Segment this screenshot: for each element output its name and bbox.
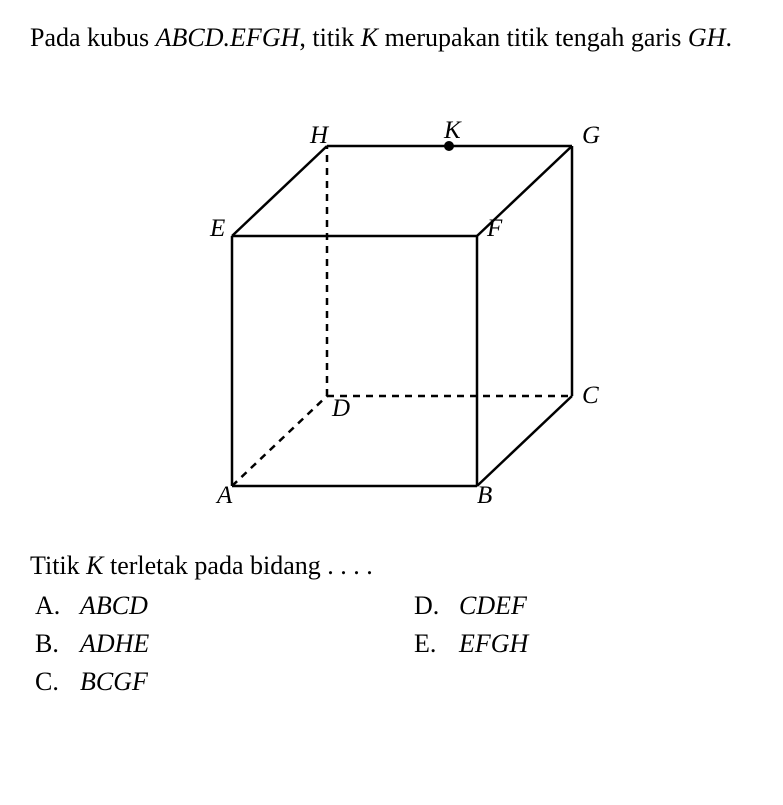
option-letter: E. <box>414 629 459 659</box>
q-part-3: K <box>361 23 378 52</box>
option-item: A.ABCD <box>35 591 374 621</box>
option-letter: C. <box>35 667 80 697</box>
option-text: ADHE <box>80 629 149 659</box>
options-grid: A.ABCD D.CDEF B.ADHE E.EFGH C.BCGF <box>30 591 753 697</box>
question-text: Pada kubus ABCD.EFGH, titik K merupakan … <box>30 20 753 56</box>
q-part-2: , titik <box>299 23 360 52</box>
q-part-4: merupakan titik tengah garis <box>378 23 688 52</box>
prompt-part-0: Titik <box>30 551 86 580</box>
option-item: E.EFGH <box>414 629 753 659</box>
q-part-5: GH <box>688 23 726 52</box>
option-letter: A. <box>35 591 80 621</box>
q-part-0: Pada kubus <box>30 23 156 52</box>
option-text: BCGF <box>80 667 148 697</box>
option-text: EFGH <box>459 629 528 659</box>
svg-text:A: A <box>215 482 233 509</box>
svg-text:H: H <box>309 122 330 149</box>
prompt-part-1: K <box>86 551 103 580</box>
svg-text:C: C <box>582 382 599 409</box>
svg-text:D: D <box>331 395 350 422</box>
q-part-6: . <box>725 23 732 52</box>
svg-text:F: F <box>486 215 503 242</box>
svg-text:B: B <box>477 482 492 509</box>
svg-text:G: G <box>582 122 600 149</box>
cube-diagram: A B C D E F G H K <box>30 71 753 531</box>
option-letter: B. <box>35 629 80 659</box>
svg-text:E: E <box>209 215 225 242</box>
option-text: CDEF <box>459 591 527 621</box>
option-item <box>414 667 753 697</box>
cube-svg: A B C D E F G H K <box>132 71 652 531</box>
option-item: D.CDEF <box>414 591 753 621</box>
option-item: B.ADHE <box>35 629 374 659</box>
q-part-1: ABCD.EFGH <box>156 23 300 52</box>
option-letter: D. <box>414 591 459 621</box>
prompt-part-2: terletak pada bidang . . . . <box>103 551 372 580</box>
option-item: C.BCGF <box>35 667 374 697</box>
answer-prompt: Titik K terletak pada bidang . . . . <box>30 551 753 581</box>
svg-text:K: K <box>443 117 462 144</box>
option-text: ABCD <box>80 591 148 621</box>
